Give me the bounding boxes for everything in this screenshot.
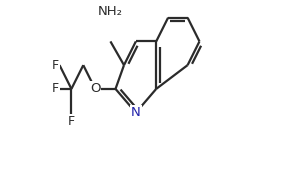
Text: F: F — [52, 82, 59, 95]
Text: N: N — [131, 106, 141, 119]
Text: NH₂: NH₂ — [98, 5, 123, 18]
Text: O: O — [90, 82, 100, 95]
Text: F: F — [52, 59, 59, 72]
Text: F: F — [68, 115, 75, 128]
